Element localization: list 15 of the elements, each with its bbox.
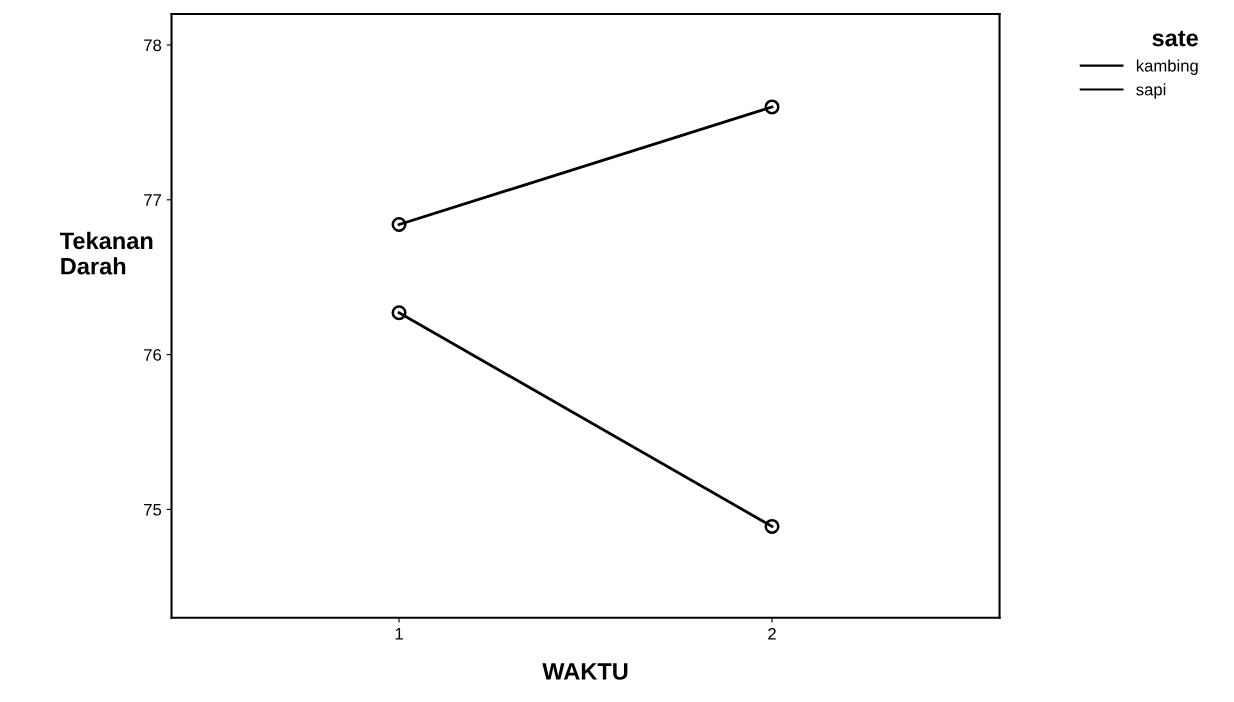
y-tick-label: 75 bbox=[144, 503, 162, 516]
point bbox=[391, 217, 407, 233]
point bbox=[764, 518, 780, 534]
y-axis-title: Tekanan Darah bbox=[60, 231, 153, 275]
y-tick-label: 76 bbox=[144, 349, 162, 361]
x-axis-title: WAKTU bbox=[542, 663, 628, 680]
legend-title: sate bbox=[1152, 30, 1198, 47]
y-tick-label: 77 bbox=[144, 194, 161, 206]
legend-label: sapi bbox=[1136, 83, 1166, 99]
y-tick-label: 78 bbox=[144, 39, 162, 52]
x-tick-label: 2 bbox=[768, 627, 776, 640]
legend-label: kambing bbox=[1136, 59, 1198, 75]
x-tick-label: 1 bbox=[395, 628, 403, 640]
point bbox=[391, 305, 407, 321]
point bbox=[764, 99, 780, 115]
